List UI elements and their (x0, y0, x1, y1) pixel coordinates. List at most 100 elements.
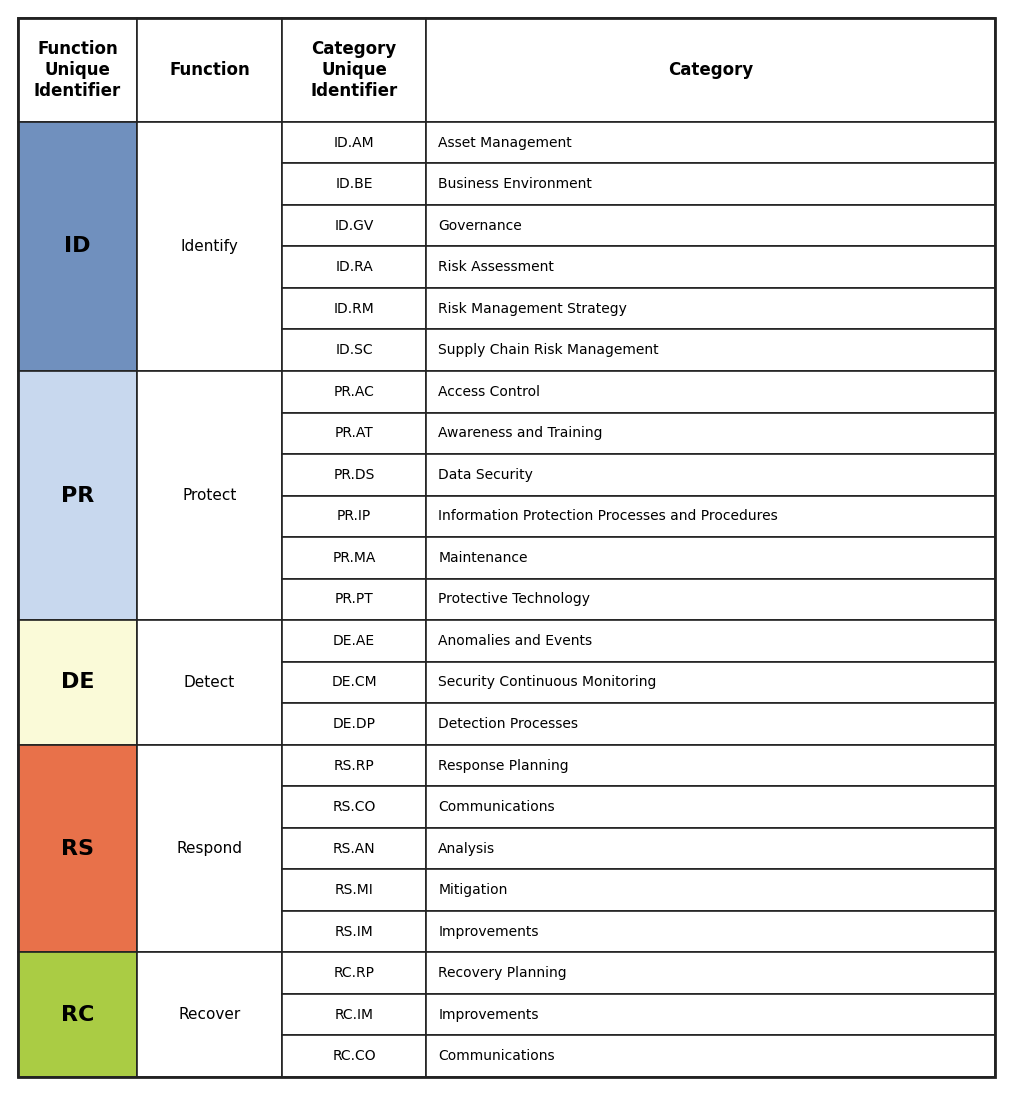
Text: ID: ID (65, 237, 91, 256)
Bar (18, 18, 137, 122)
Text: Protective Technology: Protective Technology (439, 592, 591, 607)
Bar (426, 703, 995, 745)
Text: Asset Management: Asset Management (439, 136, 572, 150)
Bar (426, 246, 995, 288)
Bar (426, 869, 995, 911)
Bar (282, 454, 426, 496)
Text: Governance: Governance (439, 219, 522, 232)
Text: Function
Unique
Identifier: Function Unique Identifier (34, 41, 122, 100)
Text: PR.IP: PR.IP (337, 509, 371, 523)
Bar (282, 537, 426, 578)
Bar (18, 122, 137, 371)
Bar (426, 454, 995, 496)
Bar (137, 620, 282, 745)
Bar (18, 745, 137, 953)
Text: ID.BE: ID.BE (335, 177, 373, 192)
Bar (426, 828, 995, 869)
Bar (426, 578, 995, 620)
Text: Detect: Detect (184, 675, 235, 690)
Bar (282, 246, 426, 288)
Bar (426, 163, 995, 205)
Bar (282, 869, 426, 911)
Bar (282, 828, 426, 869)
Text: PR.DS: PR.DS (333, 468, 375, 482)
Bar (18, 371, 137, 620)
Bar (282, 620, 426, 661)
Bar (282, 163, 426, 205)
Bar (426, 371, 995, 413)
Bar (282, 953, 426, 994)
Text: Improvements: Improvements (439, 924, 539, 938)
Bar (426, 413, 995, 454)
Text: RC.CO: RC.CO (332, 1049, 376, 1063)
Text: Category
Unique
Identifier: Category Unique Identifier (310, 41, 398, 100)
Text: Function: Function (169, 61, 250, 79)
Bar (426, 496, 995, 537)
Bar (426, 786, 995, 828)
Bar (426, 994, 995, 1036)
Text: PR.AT: PR.AT (334, 426, 374, 440)
Bar (282, 205, 426, 246)
Bar (137, 953, 282, 1077)
Text: Business Environment: Business Environment (439, 177, 593, 192)
Text: DE: DE (61, 672, 94, 692)
Bar (282, 288, 426, 330)
Bar (137, 18, 282, 122)
Bar (282, 122, 426, 163)
Bar (426, 288, 995, 330)
Bar (426, 953, 995, 994)
Text: RS: RS (61, 839, 94, 858)
Text: ID.GV: ID.GV (334, 219, 374, 232)
Bar (137, 371, 282, 620)
Text: Maintenance: Maintenance (439, 551, 528, 565)
Text: Awareness and Training: Awareness and Training (439, 426, 603, 440)
Text: PR.MA: PR.MA (332, 551, 376, 565)
Bar (282, 994, 426, 1036)
Text: ID.AM: ID.AM (333, 136, 375, 150)
Text: PR.PT: PR.PT (334, 592, 374, 607)
Text: RC.IM: RC.IM (334, 1007, 374, 1022)
Text: Category: Category (668, 61, 754, 79)
Bar (282, 18, 426, 122)
Bar (282, 1036, 426, 1077)
Bar (18, 953, 137, 1077)
Text: Recovery Planning: Recovery Planning (439, 966, 567, 980)
Bar (137, 745, 282, 953)
Bar (426, 537, 995, 578)
Bar (282, 330, 426, 371)
Bar (282, 413, 426, 454)
Text: Communications: Communications (439, 1049, 555, 1063)
Bar (282, 496, 426, 537)
Text: Analysis: Analysis (439, 842, 495, 855)
Text: Mitigation: Mitigation (439, 883, 508, 897)
Bar (426, 745, 995, 786)
Text: RS.CO: RS.CO (332, 800, 376, 814)
Text: RC.RP: RC.RP (333, 966, 375, 980)
Text: Recover: Recover (178, 1007, 241, 1023)
Text: PR.AC: PR.AC (333, 384, 375, 399)
Bar (282, 703, 426, 745)
Text: ID.RA: ID.RA (335, 261, 373, 274)
Bar (426, 18, 995, 122)
Text: Respond: Respond (176, 841, 242, 856)
Text: ID.RM: ID.RM (333, 301, 375, 315)
Text: DE.DP: DE.DP (332, 717, 376, 731)
Text: RS.MI: RS.MI (334, 883, 374, 897)
Text: DE.CM: DE.CM (331, 676, 377, 690)
Bar (426, 330, 995, 371)
Text: ID.SC: ID.SC (335, 343, 373, 357)
Text: RS.AN: RS.AN (333, 842, 376, 855)
Text: Risk Management Strategy: Risk Management Strategy (439, 301, 627, 315)
Text: Communications: Communications (439, 800, 555, 814)
Text: Improvements: Improvements (439, 1007, 539, 1022)
Text: Access Control: Access Control (439, 384, 540, 399)
Text: RS.RP: RS.RP (333, 759, 375, 772)
Bar (426, 205, 995, 246)
Text: PR: PR (61, 485, 94, 506)
Text: Data Security: Data Security (439, 468, 533, 482)
Bar (426, 911, 995, 953)
Bar (282, 578, 426, 620)
Text: DE.AE: DE.AE (333, 634, 375, 648)
Bar (282, 911, 426, 953)
Text: Response Planning: Response Planning (439, 759, 569, 772)
